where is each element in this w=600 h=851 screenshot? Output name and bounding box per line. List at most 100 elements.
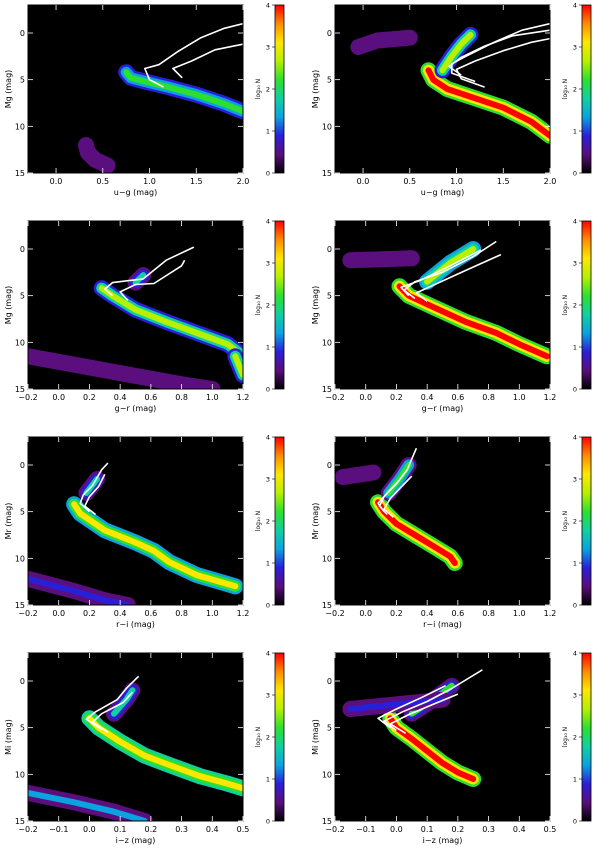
colorbar: 0 1 2 3 4 log₁₀ N — [562, 2, 592, 178]
isochrone-line — [383, 475, 413, 518]
isochrone-line — [144, 22, 243, 88]
colorbar-tick-label: 2 — [573, 734, 577, 742]
x-axis-label: u−g (mag) — [114, 188, 157, 197]
density-ridge — [439, 31, 474, 74]
x-tick-label: 1.2 — [544, 393, 557, 402]
x-axis-label: u−g (mag) — [421, 188, 464, 197]
x-tick-label: 0.4 — [513, 825, 526, 834]
y-tick-label: 0 — [327, 677, 332, 686]
isochrone-line — [172, 43, 243, 79]
isochrone-line — [448, 29, 550, 76]
isochrone-layer — [377, 447, 418, 518]
y-tick-label: 0 — [20, 245, 25, 254]
x-tick-label: 0.4 — [114, 609, 127, 618]
colorbar-gradient — [274, 436, 285, 606]
x-tick-label: 0.2 — [451, 825, 464, 834]
x-tick-label: −0.2 — [18, 609, 37, 618]
density-ridge — [347, 255, 415, 264]
colorbar-tick-label: 2 — [266, 302, 270, 310]
panel-ug-left: 0.0 0.5 1.0 1.5 2.0 0 5 10 15 u−g (mag) Mg (mag) 0 1… — [4, 2, 285, 197]
isochrone-line — [91, 691, 133, 733]
isochrone-line — [84, 473, 106, 516]
colorbar-tick-label: 3 — [573, 44, 577, 52]
x-tick-label: 1.0 — [206, 609, 219, 618]
plot-area — [335, 653, 550, 821]
colorbar-label: log₁₀ N — [562, 511, 569, 531]
x-tick-label: 0.6 — [144, 609, 157, 618]
colorbar: 0 1 2 3 4 log₁₀ N — [255, 434, 285, 610]
isochrone-line — [104, 246, 195, 297]
x-tick-label: 0.2 — [390, 393, 403, 402]
colorbar-tick-label: 2 — [266, 518, 270, 526]
density-ridge — [28, 353, 216, 389]
colorbar-tick-label: 0 — [266, 170, 270, 178]
isochrone-line — [415, 253, 502, 302]
colorbar-label: log₁₀ N — [255, 295, 262, 315]
y-tick-label: 0 — [327, 29, 332, 38]
y-tick-label: 10 — [322, 122, 332, 131]
x-tick-label: 0.0 — [390, 825, 403, 834]
colorbar-tick-label: 0 — [266, 818, 270, 826]
colorbar-tick-label: 1 — [266, 560, 270, 568]
y-axis-label: Mi (mag) — [4, 719, 13, 755]
x-tick-label: 0.4 — [421, 393, 434, 402]
colorbar-tick-label: 4 — [573, 434, 577, 442]
colorbar-tick-label: 4 — [573, 218, 577, 226]
colorbar-gradient — [581, 4, 592, 174]
colorbar-tick-label: 1 — [266, 128, 270, 136]
x-tick-label: 0.6 — [144, 393, 157, 402]
y-tick-label: 15 — [15, 601, 25, 610]
x-axis-label: r−i (mag) — [423, 620, 462, 629]
x-tick-label: 0.0 — [52, 393, 65, 402]
colorbar-label: log₁₀ N — [255, 79, 262, 99]
panel-ug-right: 0.0 0.5 1.0 1.5 2.0 0 5 10 15 u−g (mag) Mg (mag) 0 1… — [311, 2, 592, 197]
y-tick-label: 10 — [15, 770, 25, 779]
plot-frame — [27, 436, 244, 606]
colorbar-tick-label: 2 — [573, 302, 577, 310]
colorbar-tick-label: 4 — [266, 218, 270, 226]
y-axis-label: Mr (mag) — [311, 503, 320, 540]
x-tick-label: 0.0 — [359, 393, 372, 402]
x-tick-label: 0.2 — [83, 393, 96, 402]
y-axis-label: Mg (mag) — [311, 286, 320, 325]
y-tick-label: 15 — [15, 169, 25, 178]
isochrone-line — [377, 684, 446, 729]
colorbar-tick-label: 2 — [266, 734, 270, 742]
x-tick-label: 0.5 — [544, 825, 557, 834]
x-tick-label: −0.1 — [356, 825, 375, 834]
x-tick-label: 0.5 — [403, 177, 416, 186]
x-axis-label: i−z (mag) — [423, 836, 463, 845]
colorbar-tick-label: 0 — [266, 386, 270, 394]
colorbar-label: log₁₀ N — [255, 511, 262, 531]
colorbar-tick-label: 1 — [573, 776, 577, 784]
y-tick-label: 0 — [327, 461, 332, 470]
y-tick-label: 0 — [20, 29, 25, 38]
x-tick-label: −0.2 — [325, 609, 344, 618]
x-tick-label: 0.2 — [390, 609, 403, 618]
colorbar-tick-label: 1 — [573, 128, 577, 136]
x-axis-label: g−r (mag) — [115, 404, 157, 413]
x-tick-label: 0.6 — [451, 393, 464, 402]
isochrone-line — [451, 22, 550, 83]
x-tick-label: 0.5 — [96, 177, 109, 186]
colorbar-tick-label: 3 — [266, 260, 270, 268]
x-tick-label: 1.0 — [143, 177, 156, 186]
density-ridge — [83, 142, 111, 169]
colorbar-tick-label: 1 — [573, 344, 577, 352]
isochrone-layer — [85, 675, 140, 733]
y-tick-label: 15 — [322, 385, 332, 394]
isochrone-layer — [104, 246, 195, 301]
y-axis-label: Mg (mag) — [311, 70, 320, 109]
colorbar-tick-label: 0 — [266, 602, 270, 610]
y-tick-label: 15 — [15, 385, 25, 394]
density-ridge — [355, 34, 413, 50]
x-tick-label: 1.0 — [513, 609, 526, 618]
colorbar-tick-label: 3 — [573, 260, 577, 268]
y-tick-label: 5 — [327, 76, 332, 85]
x-tick-label: 2.0 — [237, 177, 250, 186]
x-tick-label: 1.0 — [450, 177, 463, 186]
colorbar-gradient — [274, 220, 285, 390]
